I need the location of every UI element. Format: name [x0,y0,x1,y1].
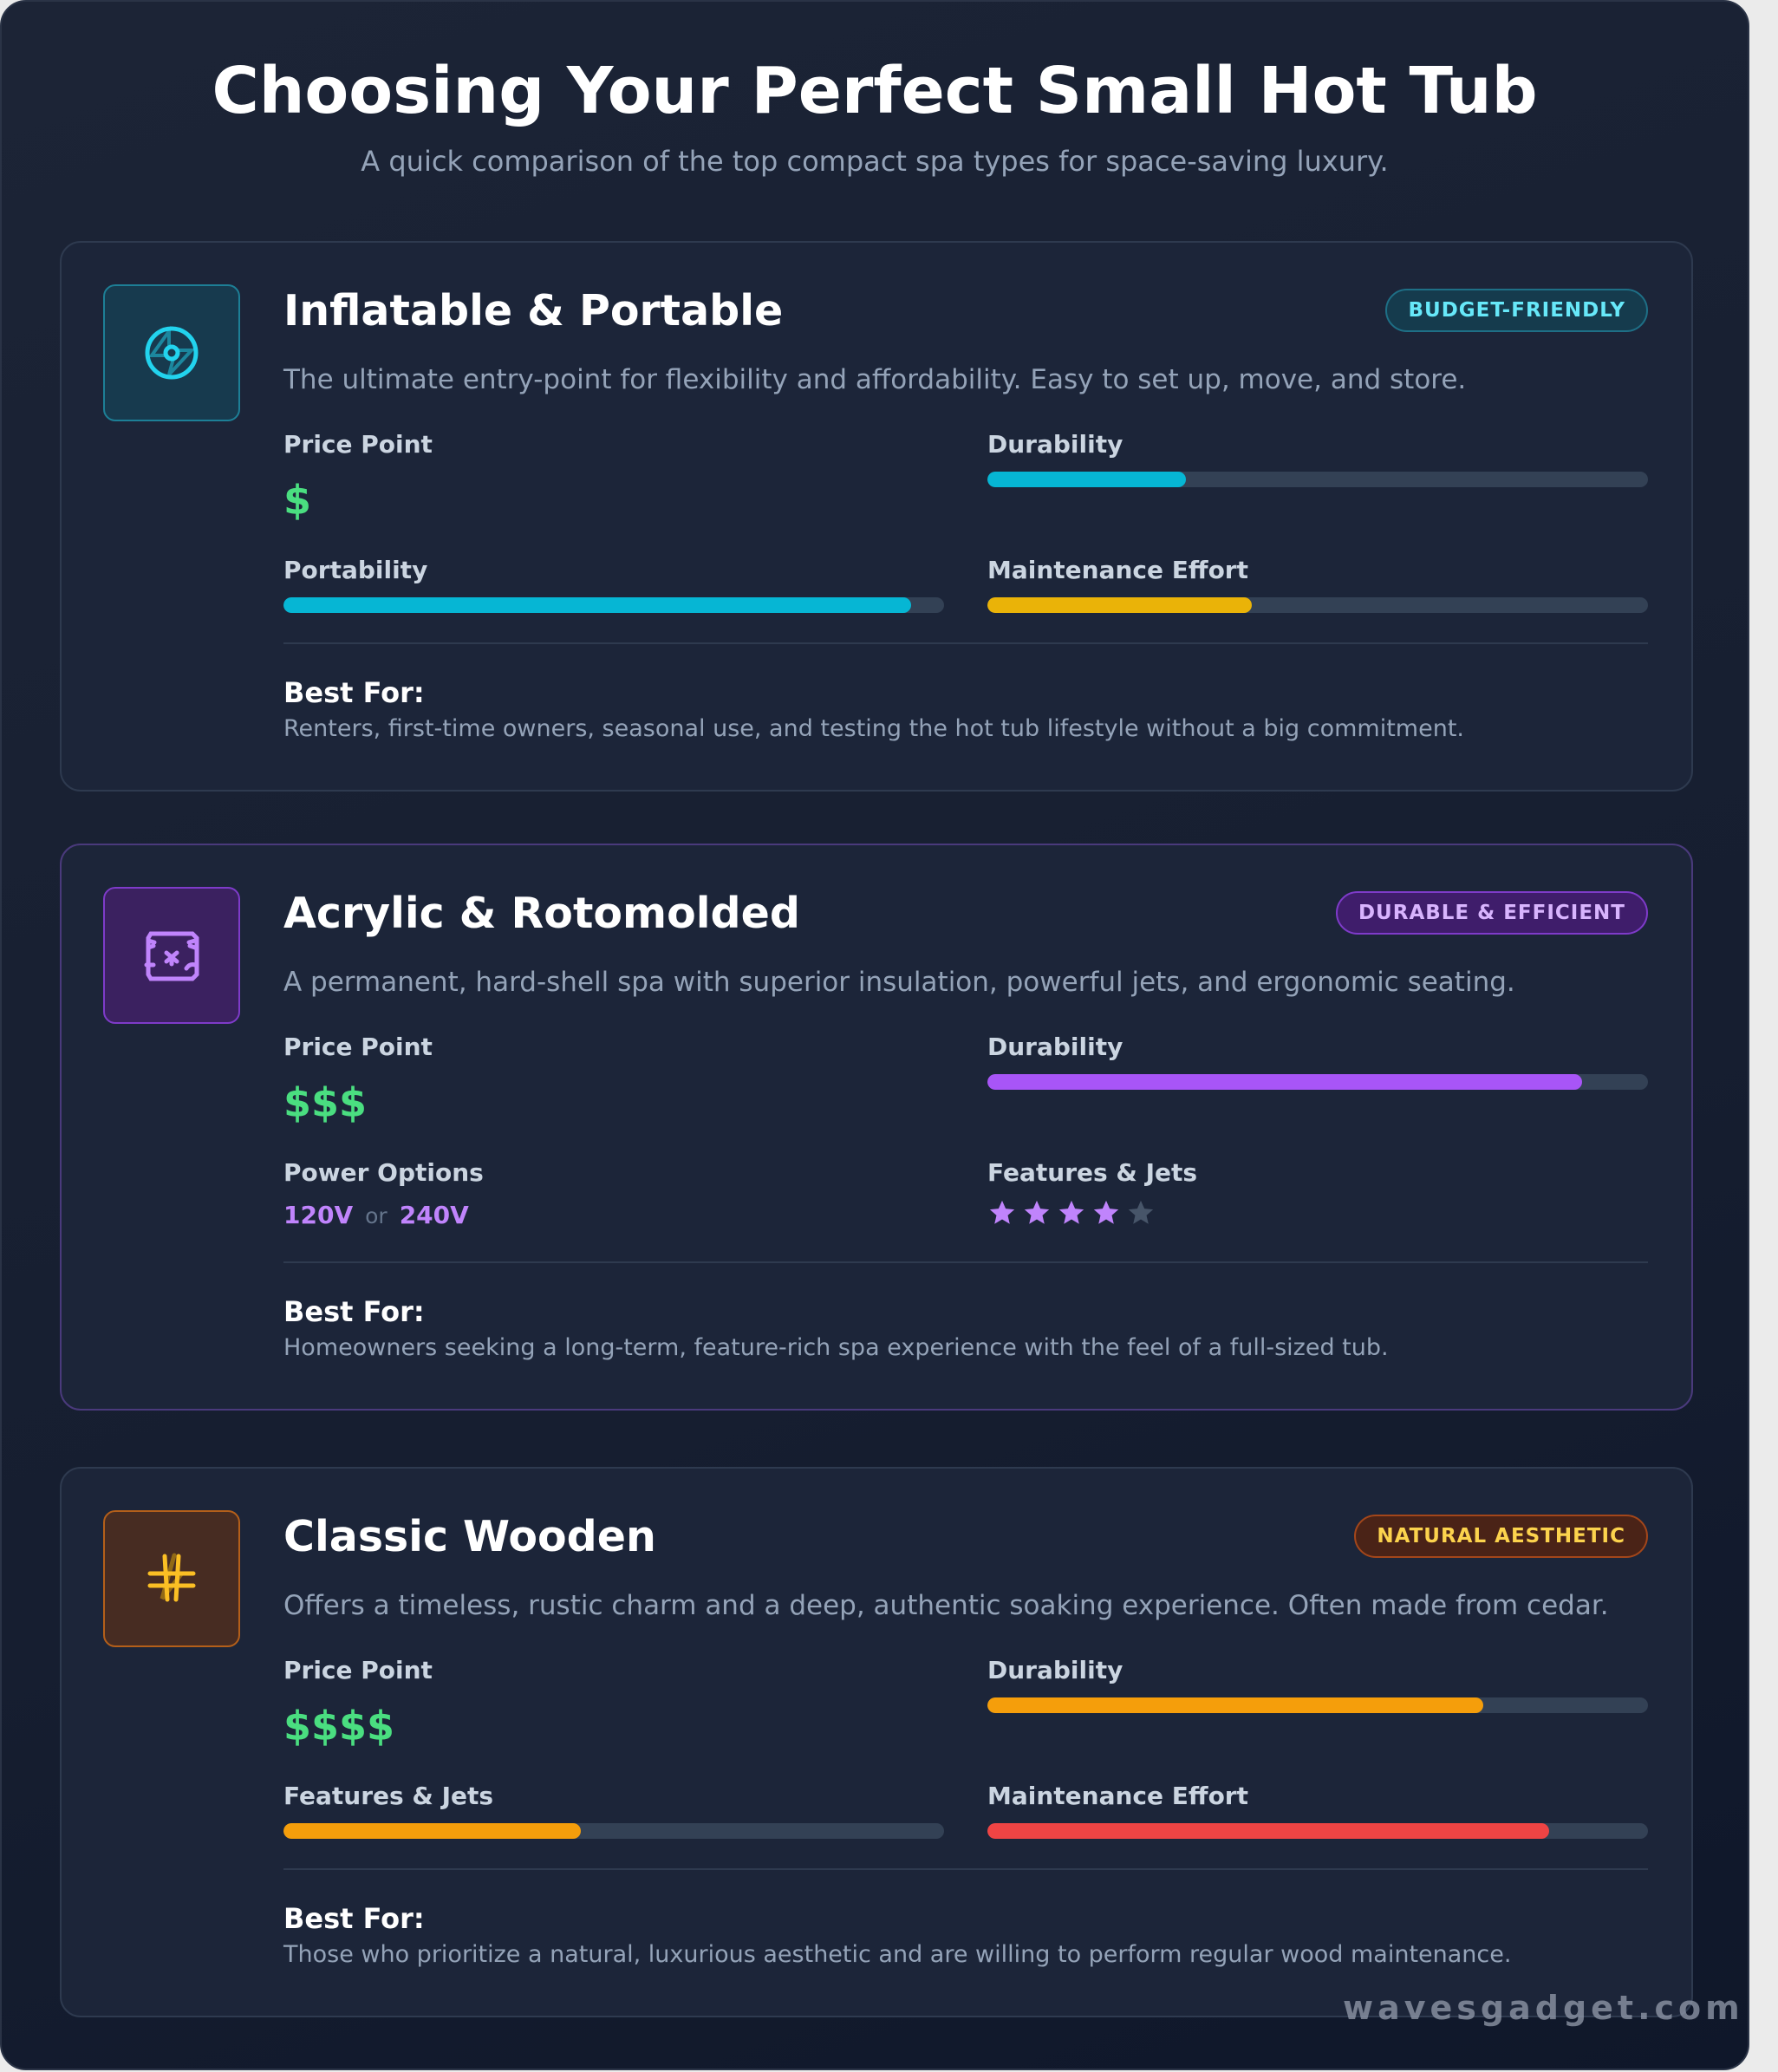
or-text: or [365,1203,388,1228]
best-for-label: Best For: [283,676,425,709]
star-filled-icon [1024,1200,1050,1224]
label: Features & Jets [283,1782,494,1810]
durability-meter: Durability [987,1656,1648,1748]
progress-fill [987,1697,1483,1713]
durability-meter: Durability [987,430,1648,522]
progress-fill [283,1823,581,1839]
best-for-text: Homeowners seeking a long-term, feature-… [283,1334,1389,1361]
star-filled-icon [1093,1200,1119,1224]
badge: BUDGET-FRIENDLY [1385,289,1648,332]
progress-track [283,597,944,613]
best-for-label: Best For: [283,1902,425,1935]
label: Portability [283,556,428,584]
best-for-label: Best For: [283,1295,425,1328]
badge: NATURAL AESTHETIC [1354,1515,1648,1558]
label: Durability [987,1033,1123,1061]
page-title: Choosing Your Perfect Small Hot Tub [212,54,1538,128]
card-description: The ultimate entry-point for flexibility… [283,364,1467,395]
label: Durability [987,1656,1123,1684]
hard-shell-icon [103,887,240,1024]
star-filled-icon [989,1200,1015,1224]
progress-fill [987,597,1252,613]
star-rating [987,1198,1648,1228]
power-options: Power Options 120V or 240V [283,1158,944,1232]
divider [283,1261,1648,1263]
star-filled-icon [1058,1200,1084,1224]
card-acrylic: Acrylic & Rotomolded DURABLE & EFFICIENT… [60,844,1693,1411]
best-for-text: Renters, first-time owners, seasonal use… [283,715,1464,742]
power-option-120v: 120V [283,1201,354,1229]
maintenance-meter: Maintenance Effort [987,556,1648,613]
card-description: A permanent, hard-shell spa with superio… [283,967,1515,998]
progress-track [987,597,1648,613]
progress-fill [987,472,1186,487]
price-point: Price Point $$$$ [283,1656,944,1748]
label: Maintenance Effort [987,1782,1248,1810]
card-inflatable: Inflatable & Portable BUDGET-FRIENDLY Th… [60,241,1693,792]
label: Price Point [283,430,433,459]
power-option-240v: 240V [399,1201,469,1229]
portability-meter: Portability [283,556,944,613]
label: Power Options [283,1158,484,1187]
maintenance-meter: Maintenance Effort [987,1782,1648,1839]
progress-track [987,1074,1648,1090]
progress-fill [987,1823,1549,1839]
price-point: Price Point $$$ [283,1033,944,1124]
card-title: Classic Wooden [283,1511,656,1561]
price-point: Price Point $ [283,430,944,522]
price-value: $$$ [283,1079,368,1126]
label: Maintenance Effort [987,556,1248,584]
progress-track [987,472,1648,487]
portable-disc-icon [103,284,240,421]
badge: DURABLE & EFFICIENT [1335,891,1648,935]
watermark: wavesgadget.com [1343,1989,1744,2027]
features-rating: Features & Jets [987,1158,1648,1232]
star-empty-icon [1128,1200,1154,1224]
progress-track [987,1697,1648,1713]
durability-meter: Durability [987,1033,1648,1124]
card-description: Offers a timeless, rustic charm and a de… [283,1590,1609,1621]
features-meter: Features & Jets [283,1782,944,1839]
price-value: $$$$ [283,1703,395,1749]
progress-track [283,1823,944,1839]
card-title: Acrylic & Rotomolded [283,888,800,938]
wood-grid-icon [103,1510,240,1647]
price-value: $ [283,477,312,524]
label: Features & Jets [987,1158,1198,1187]
label: Price Point [283,1033,433,1061]
page-subtitle: A quick comparison of the top compact sp… [361,145,1389,178]
label: Durability [987,430,1123,459]
progress-fill [283,597,911,613]
divider [283,1868,1648,1870]
progress-fill [987,1074,1582,1090]
divider [283,642,1648,644]
label: Price Point [283,1656,433,1684]
card-wooden: Classic Wooden NATURAL AESTHETIC Offers … [60,1467,1693,2017]
progress-track [987,1823,1648,1839]
card-title: Inflatable & Portable [283,285,784,336]
best-for-text: Those who prioritize a natural, luxuriou… [283,1941,1512,1968]
